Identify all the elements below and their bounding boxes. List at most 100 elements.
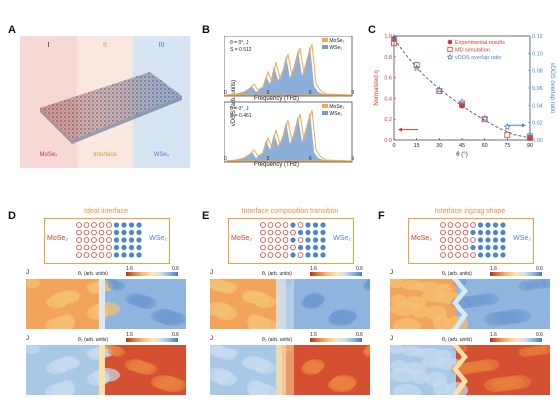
schematic-left-label: MoSe₂ xyxy=(47,235,69,242)
colorbar xyxy=(310,338,362,342)
region-3-numeral: III xyxy=(158,42,165,49)
map-quantity-label: θ₁ (arb. units) xyxy=(78,271,108,277)
y-right-axis-label: vDOS overlap ratio xyxy=(549,63,555,114)
y-tick-label: 0.4 xyxy=(384,96,392,102)
colorbar xyxy=(126,338,178,342)
vdos-legend-mose2: MoSe₂ xyxy=(322,38,344,44)
right-arrowhead xyxy=(522,123,526,128)
y-right-tick-label: 0.10 xyxy=(532,51,543,57)
colorbar xyxy=(126,272,178,276)
x-tick-label: 15 xyxy=(414,143,420,149)
region-1-numeral: I xyxy=(47,42,50,49)
vdos-xticks-bottom: 0 3 6 9 xyxy=(224,156,354,162)
y-right-tick-label: 0.04 xyxy=(532,103,543,109)
colorbar-min: 0.6 xyxy=(536,332,543,338)
schematic-right-label: WSe₂ xyxy=(149,235,167,242)
x-tick-label: 0 xyxy=(392,143,395,149)
temperature-map-top xyxy=(390,279,550,329)
map-quantity-label: θ₂ (arb. units) xyxy=(442,337,473,343)
legend-label: vDOS overlap ratio xyxy=(455,55,501,61)
xtick: 3 xyxy=(266,90,270,96)
y-tick-label: 0.6 xyxy=(384,76,392,82)
schematic-title: Ideal interface xyxy=(84,208,128,215)
panel-label-e: E xyxy=(202,210,210,222)
x-tick-label: 75 xyxy=(504,143,510,149)
legend-marker-vdos xyxy=(446,53,454,60)
schematic-title: Interface composition transition xyxy=(241,208,339,215)
colorbar-max: 1.6 xyxy=(490,332,497,338)
map-quantity-label: θ₁ (arb. units) xyxy=(442,271,472,277)
colorbar-max: 1.6 xyxy=(126,332,133,338)
colorbar-min: 0.6 xyxy=(172,332,179,338)
panel-label-c: C xyxy=(368,24,376,36)
panel-a: I II III MoSe₂ Interface WSe₂ xyxy=(20,36,190,168)
y-right-tick-label: 0.08 xyxy=(532,69,543,75)
legend-label: MD simulation xyxy=(455,48,490,54)
y-tick-label: 0.0 xyxy=(384,138,392,144)
bottom-panel-2: Interface composition transition MoSe₂ WSe… xyxy=(206,208,374,398)
heat-flux-direction: J xyxy=(390,336,393,342)
xtick: 0 xyxy=(224,90,227,96)
legend-marker-experimental xyxy=(447,39,453,45)
colorbar-max: 1.6 xyxy=(310,332,317,338)
schematic-right-label: WSe₂ xyxy=(333,235,351,242)
temperature-map-bottom xyxy=(26,345,186,395)
schematic-right-label: WSe₂ xyxy=(513,235,531,242)
interface-schematic: MoSe₂ WSe₂ xyxy=(228,218,354,264)
heat-flux-direction: J xyxy=(26,270,29,276)
y-right-tick-label: 0.06 xyxy=(532,86,543,92)
vdos-point xyxy=(435,85,444,93)
xtick: 3 xyxy=(266,156,270,162)
vdos-point xyxy=(503,123,512,131)
vdos-xlabel-top: Frequency (THz) xyxy=(254,96,300,102)
panel-b: vDOS (arb. units) θ = 0°, J S = 0.512 θ … xyxy=(204,30,364,180)
colorbar-max: 1.6 xyxy=(310,266,317,272)
fit-curve xyxy=(393,38,531,139)
x-axis-label: θ (°) xyxy=(456,152,467,158)
x-tick-label: 45 xyxy=(459,143,465,149)
xtick: 6 xyxy=(308,156,312,162)
vdos-plots xyxy=(224,36,353,163)
vdos-point xyxy=(480,114,489,122)
atom-grid xyxy=(260,222,326,258)
colorbar-min: 0.6 xyxy=(356,332,363,338)
panel-label-b: B xyxy=(202,24,210,36)
interface-schematic: MoSe₂ WSe₂ xyxy=(44,218,170,264)
schematic-left-label: MoSe₂ xyxy=(231,235,253,242)
vdos-top-theta: θ = 0°, J xyxy=(230,40,249,46)
panel-c-chart: 0 15 30 45 60 75 90 0.0 0.2 0.4 0.6 0.8 1.0 0.00 0.02 0… xyxy=(374,33,555,158)
heat-flux-direction: J xyxy=(26,336,29,342)
vdos-legend-mose2-2: MoSe₂ xyxy=(322,104,344,110)
schematic-left-label: MoSe₂ xyxy=(411,235,433,242)
vdos-bottom-s: S = 0.461 xyxy=(230,113,252,119)
y-axis-label: Normalized η xyxy=(374,70,380,105)
vdos-legend-wse2: WSe₂ xyxy=(322,45,342,51)
temperature-map-top xyxy=(210,279,370,329)
vdos-point xyxy=(526,130,534,139)
region-2-name: Interface xyxy=(93,152,117,158)
map-quantity-label: θ₂ (arb. units) xyxy=(262,337,293,343)
region-2-numeral: II xyxy=(103,42,107,49)
y-right-tick-label: 0.02 xyxy=(532,121,543,127)
colorbar xyxy=(490,338,542,342)
vdos-xticks-top: 0 3 6 9 xyxy=(224,90,354,96)
map-quantity-label: θ₂ (arb. units) xyxy=(78,337,109,343)
legend-label: Experimental results xyxy=(455,40,505,46)
y-tick-label: 1.0 xyxy=(384,34,392,40)
interface-schematic: MoSe₂ WSe₂ xyxy=(408,218,534,264)
vdos-xlabel-bottom: Frequency (THz) xyxy=(254,162,300,168)
vdos-legend-wse2-2: WSe₂ xyxy=(322,111,342,117)
panel-label-a: A xyxy=(8,24,16,36)
x-tick-label: 30 xyxy=(436,143,442,149)
schematic-title: Interface zigzag shape xyxy=(434,208,506,215)
colorbar xyxy=(310,272,362,276)
md-point xyxy=(413,62,420,69)
y-right-tick-label: 0.00 xyxy=(532,138,543,144)
colorbar-max: 1.6 xyxy=(490,266,497,272)
md-point xyxy=(436,88,443,95)
heat-flux-direction: J xyxy=(210,336,213,342)
vdos-top-s: S = 0.512 xyxy=(230,47,252,53)
colorbar xyxy=(490,272,542,276)
